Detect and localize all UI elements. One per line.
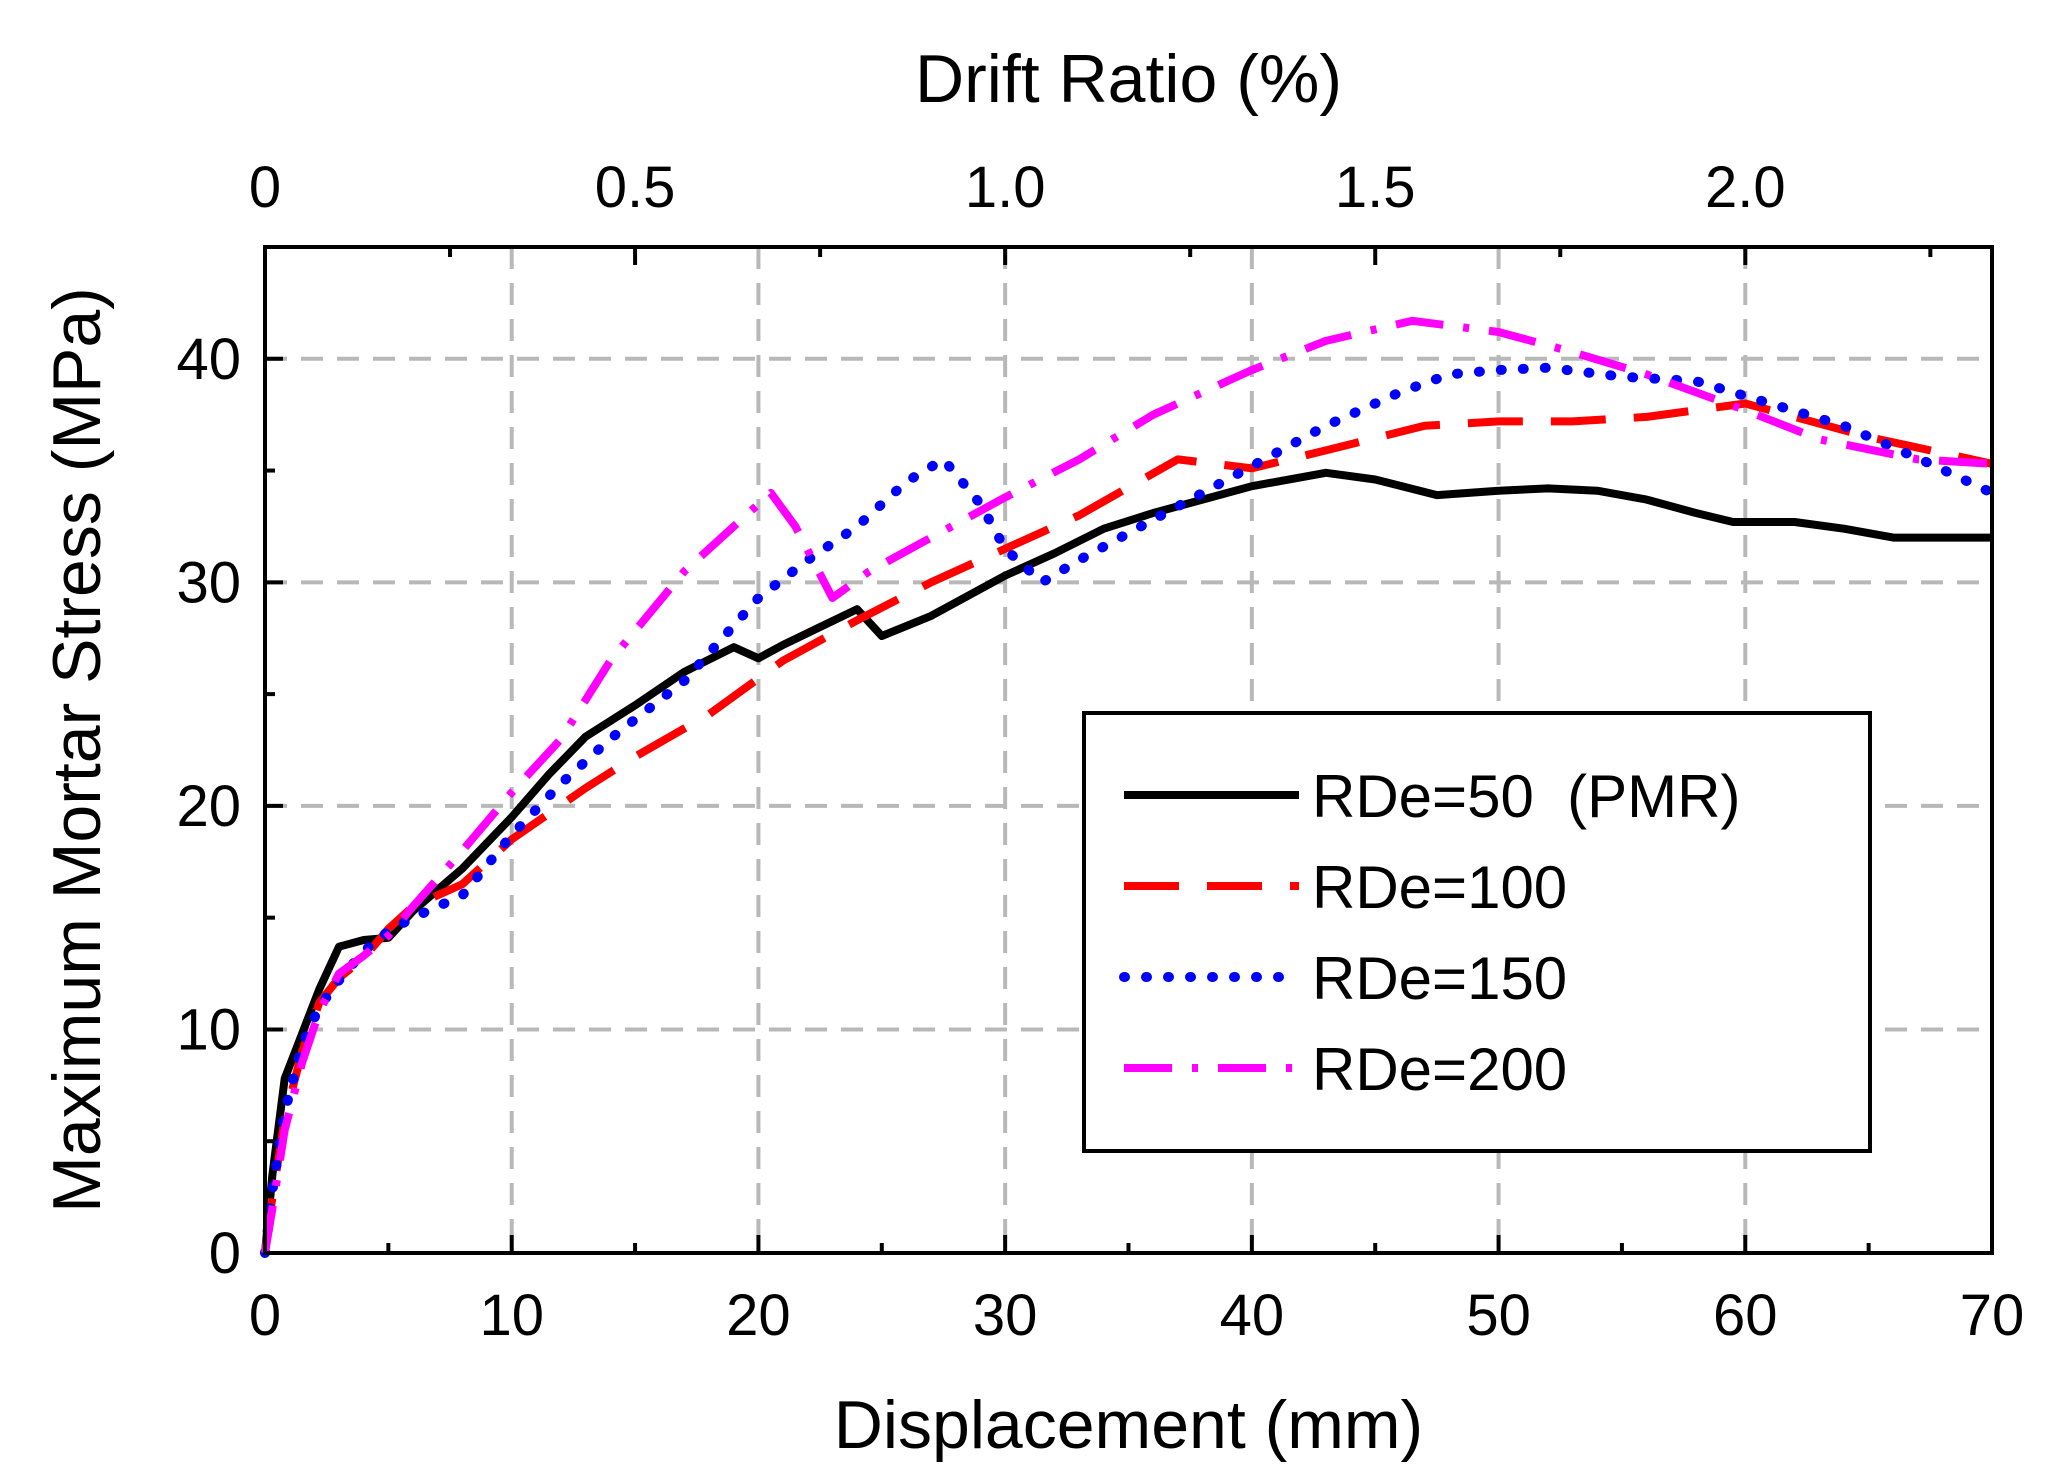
legend-label-2: RDe=150: [1312, 945, 1567, 1012]
x2-axis-title: Drift Ratio (%): [915, 41, 1342, 117]
x2-tick-label-1: 0.5: [595, 155, 676, 220]
y-tick-label-0: 0: [209, 1221, 241, 1286]
x2-tick-label-0: 0: [249, 155, 281, 220]
y-tick-label-3: 30: [176, 550, 241, 615]
legend-label-3: RDe=200: [1312, 1036, 1567, 1103]
x-tick-label-5: 50: [1466, 1283, 1531, 1348]
series-line-1: [261, 399, 1993, 1254]
y-tick-label-4: 40: [176, 327, 241, 392]
legend-label-0: RDe=50 (PMR): [1312, 763, 1740, 830]
y-axis-title: Maximum Mortar Stress (MPa): [39, 287, 115, 1213]
y-tick-label-2: 20: [176, 774, 241, 839]
legend-box: [1082, 711, 1872, 1153]
series-line-3: [261, 316, 1993, 1254]
x-tick-label-6: 60: [1713, 1283, 1778, 1348]
x-tick-label-0: 0: [249, 1283, 281, 1348]
axis-ticks: 0 10 20 30 40 50 60 70 0 10 20 30 40 0 0.5 1.0 1.5 2.0: [176, 155, 2024, 1348]
x-tick-label-7: 70: [1960, 1283, 2025, 1348]
y-tick-label-1: 10: [176, 997, 241, 1062]
x-tick-label-3: 30: [973, 1283, 1038, 1348]
x-tick-label-4: 40: [1220, 1283, 1285, 1348]
series-layer: [260, 316, 1997, 1258]
legend: RDe=50 (PMR) RDe=100 RDe=150 RDe=200: [1082, 711, 1872, 1153]
x-tick-label-1: 10: [479, 1283, 544, 1348]
x2-tick-label-4: 2.0: [1705, 155, 1786, 220]
x2-tick-label-2: 1.0: [965, 155, 1046, 220]
x-tick-label-2: 20: [726, 1283, 791, 1348]
legend-label-1: RDe=100: [1312, 854, 1567, 921]
x2-tick-label-3: 1.5: [1335, 155, 1416, 220]
x-axis-title: Displacement (mm): [834, 1387, 1423, 1463]
